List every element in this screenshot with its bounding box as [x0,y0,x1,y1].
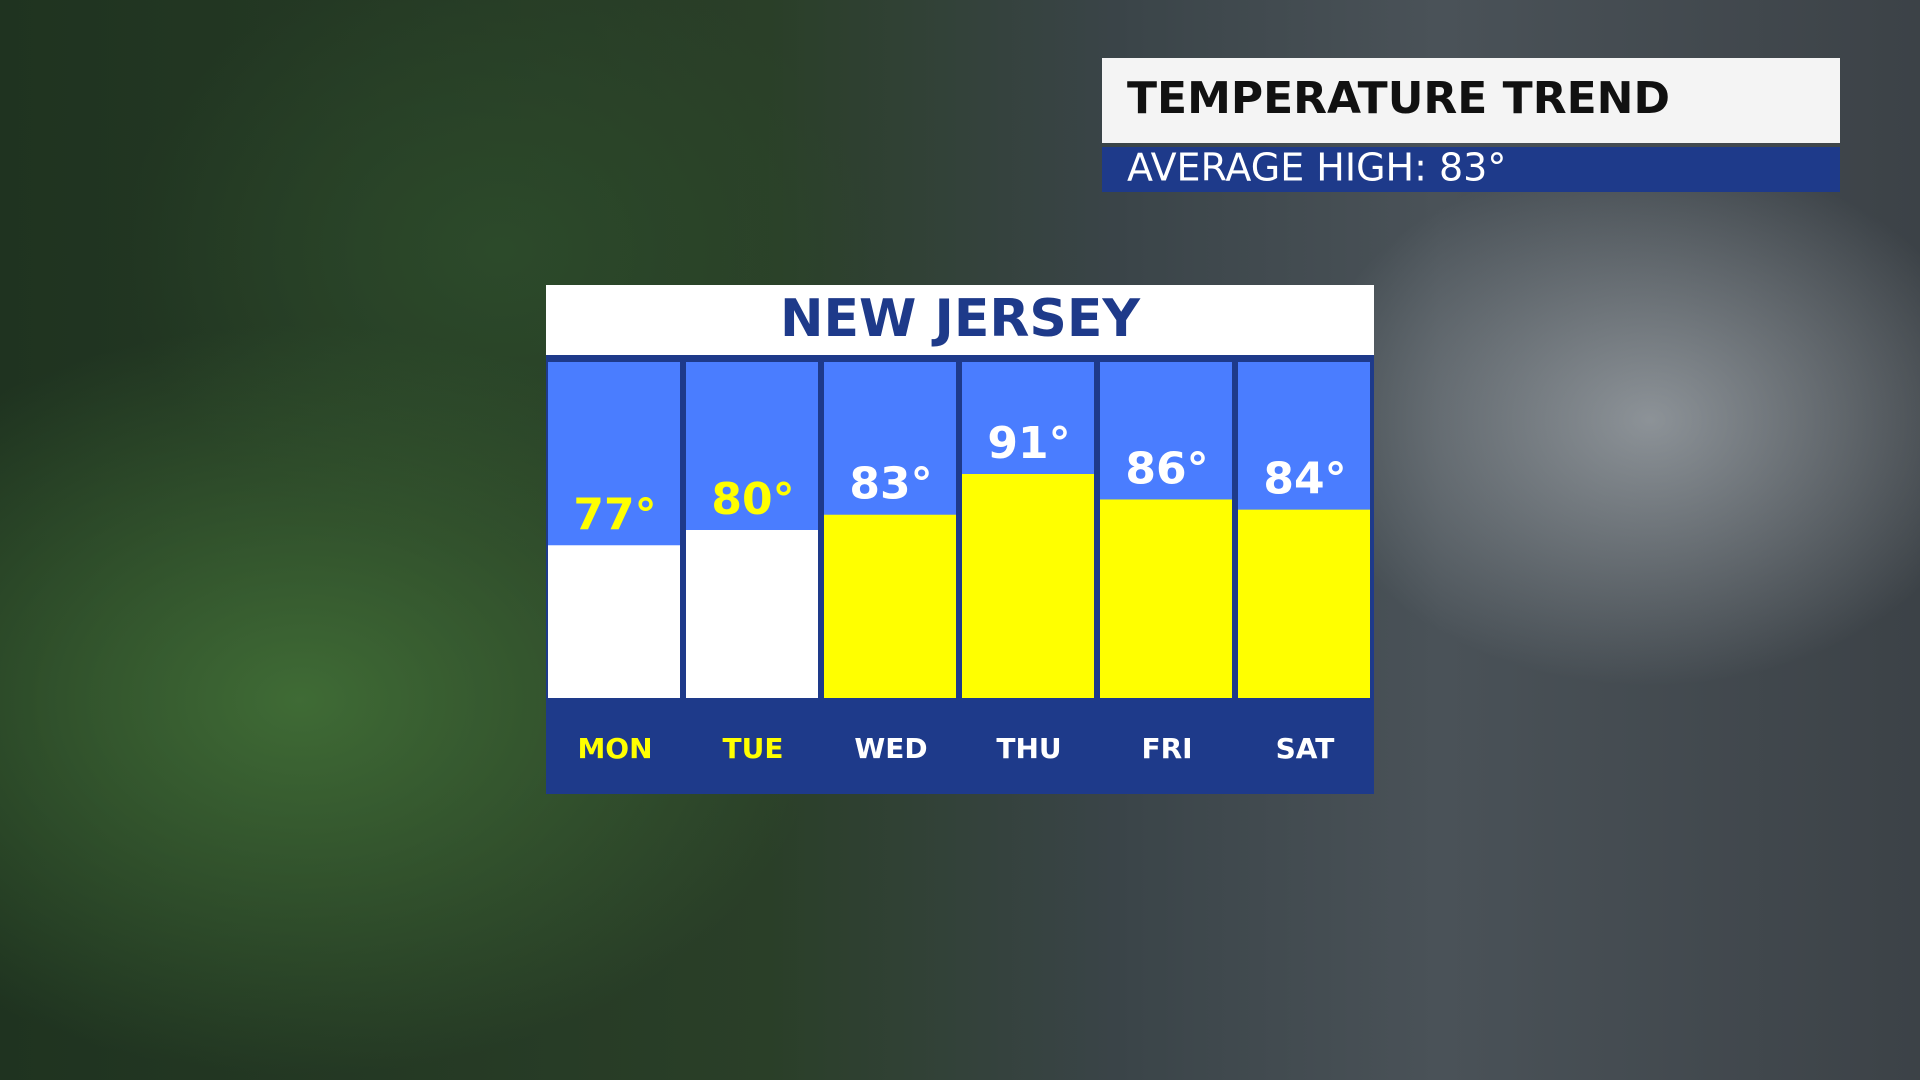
value-label: 80° [711,474,794,525]
bar [548,545,680,698]
day-label: MON [577,732,652,765]
day-label: WED [854,732,927,765]
value-label: 83° [849,459,932,510]
day-label: THU [996,732,1061,765]
bar [686,530,818,698]
bar [1100,499,1232,698]
header: TEMPERATURE TREND [1127,73,1670,124]
day-label: FRI [1141,732,1192,765]
chart-title: NEW JERSEY [780,289,1141,349]
day-label: TUE [723,732,784,765]
subtitle-box [1102,147,1840,192]
value-label: 86° [1125,443,1208,494]
value-label: 77° [573,489,656,540]
bar [962,474,1094,698]
panel [546,355,1374,794]
title-box [546,285,1374,355]
bar [1238,509,1370,698]
bar [824,514,956,698]
value-label: 91° [987,418,1070,469]
value-label: 84° [1263,454,1346,505]
day-label: SAT [1276,732,1335,765]
subtitle: AVERAGE HIGH: 83° [1127,146,1506,190]
header-box [1102,58,1840,143]
